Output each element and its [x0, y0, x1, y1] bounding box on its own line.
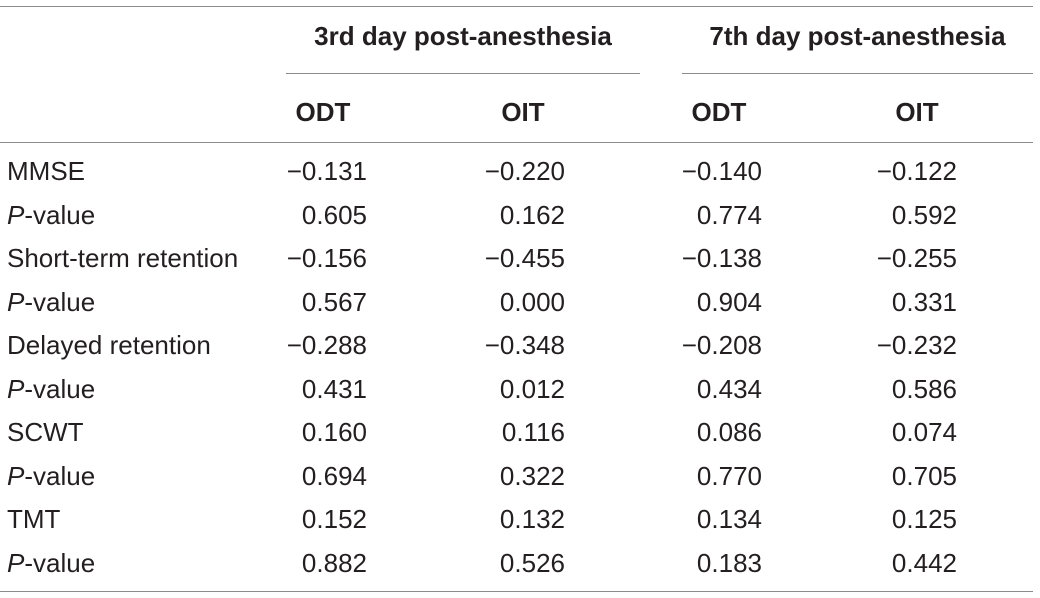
p-value-suffix: -value	[24, 460, 96, 491]
column-header-oit: OIT	[501, 97, 545, 127]
table-cell: 0.434	[696, 373, 762, 404]
table-cell: −0.138	[681, 243, 762, 273]
top-rule	[0, 6, 1033, 7]
table-cell: −0.232	[876, 330, 957, 360]
p-value-suffix: -value	[24, 547, 96, 578]
row-label: TMT	[7, 504, 61, 534]
table-cell: −0.288	[286, 330, 367, 360]
table-cell: 0.160	[301, 417, 367, 447]
column-header-oit: OIT	[895, 97, 939, 127]
table-cell: 0.586	[891, 373, 957, 404]
p-symbol: P	[7, 460, 25, 491]
row-label: P-value	[7, 455, 95, 498]
p-value-suffix: -value	[24, 286, 96, 317]
table-cell: 0.882	[301, 547, 367, 578]
group-header-3rd-day: 3rd day post-anesthesia	[314, 21, 612, 51]
table-cell: 0.694	[301, 460, 367, 491]
table-row: P-value 0.605 0.162 0.774 0.592	[0, 194, 1040, 237]
row-label: Delayed retention	[7, 330, 211, 360]
table-cell: −0.455	[484, 243, 565, 273]
table-cell: −0.131	[286, 156, 367, 186]
table-cell: −0.208	[681, 330, 762, 360]
table-cell: 0.705	[891, 460, 957, 491]
table-cell: 0.152	[301, 504, 367, 534]
table-row: P-value 0.694 0.322 0.770 0.705	[0, 455, 1040, 498]
column-header-odt: ODT	[691, 97, 747, 127]
row-label: P-value	[7, 281, 95, 324]
table-row: P-value 0.431 0.012 0.434 0.586	[0, 368, 1040, 411]
table-cell: 0.442	[891, 547, 957, 578]
table-cell: −0.140	[681, 156, 762, 186]
bottom-rule	[0, 591, 1033, 592]
table-row: Short-term retention −0.156 −0.455 −0.138 −0…	[0, 237, 1040, 280]
table-cell: −0.348	[484, 330, 565, 360]
table-cell: 0.132	[499, 504, 565, 534]
table-cell: 0.000	[499, 286, 565, 317]
table-cell: 0.086	[696, 417, 762, 447]
table-cell: 0.134	[696, 504, 762, 534]
p-symbol: P	[7, 286, 25, 317]
table-cell: −0.220	[484, 156, 565, 186]
table-cell: 0.526	[499, 547, 565, 578]
table-cell: 0.074	[891, 417, 957, 447]
group-rule-7th-day	[682, 73, 1033, 74]
row-label: Short-term retention	[7, 243, 239, 273]
column-header-odt: ODT	[295, 97, 351, 127]
group-header-7th-day: 7th day post-anesthesia	[709, 21, 1006, 51]
table-cell: 0.331	[891, 286, 957, 317]
table-cell: 0.774	[696, 199, 762, 230]
table-row: P-value 0.882 0.526 0.183 0.442	[0, 542, 1040, 585]
table-row: P-value 0.567 0.000 0.904 0.331	[0, 281, 1040, 324]
p-value-suffix: -value	[24, 373, 96, 404]
table-cell: 0.125	[891, 504, 957, 534]
table-cell: −0.255	[876, 243, 957, 273]
table-cell: 0.322	[499, 460, 565, 491]
table-cell: 0.567	[301, 286, 367, 317]
row-label: P-value	[7, 368, 95, 411]
group-rule-3rd-day	[286, 73, 640, 74]
header-rule	[0, 142, 1033, 143]
row-label: P-value	[7, 542, 95, 585]
row-label: P-value	[7, 194, 95, 237]
table-cell: 0.431	[301, 373, 367, 404]
p-value-suffix: -value	[24, 199, 96, 230]
row-label: SCWT	[7, 417, 84, 447]
table-cell: 0.605	[301, 199, 367, 230]
row-label: MMSE	[7, 156, 85, 186]
table-row: SCWT 0.160 0.116 0.086 0.074	[0, 411, 1040, 454]
table-row: Delayed retention −0.288 −0.348 −0.208 −0.23…	[0, 324, 1040, 367]
p-symbol: P	[7, 373, 25, 404]
table-row: MMSE −0.131 −0.220 −0.140 −0.122	[0, 150, 1040, 193]
p-symbol: P	[7, 199, 25, 230]
table-cell: 0.592	[891, 199, 957, 230]
table-cell: 0.116	[501, 417, 565, 447]
table-cell: 0.012	[499, 373, 565, 404]
table-cell: 0.162	[499, 199, 565, 230]
table-cell: 0.904	[696, 286, 762, 317]
table-cell: 0.770	[696, 460, 762, 491]
table-row: TMT 0.152 0.132 0.134 0.125	[0, 498, 1040, 541]
p-symbol: P	[7, 547, 25, 578]
table-cell: −0.156	[286, 243, 367, 273]
table-cell: −0.122	[876, 156, 957, 186]
table-cell: 0.183	[696, 547, 762, 578]
